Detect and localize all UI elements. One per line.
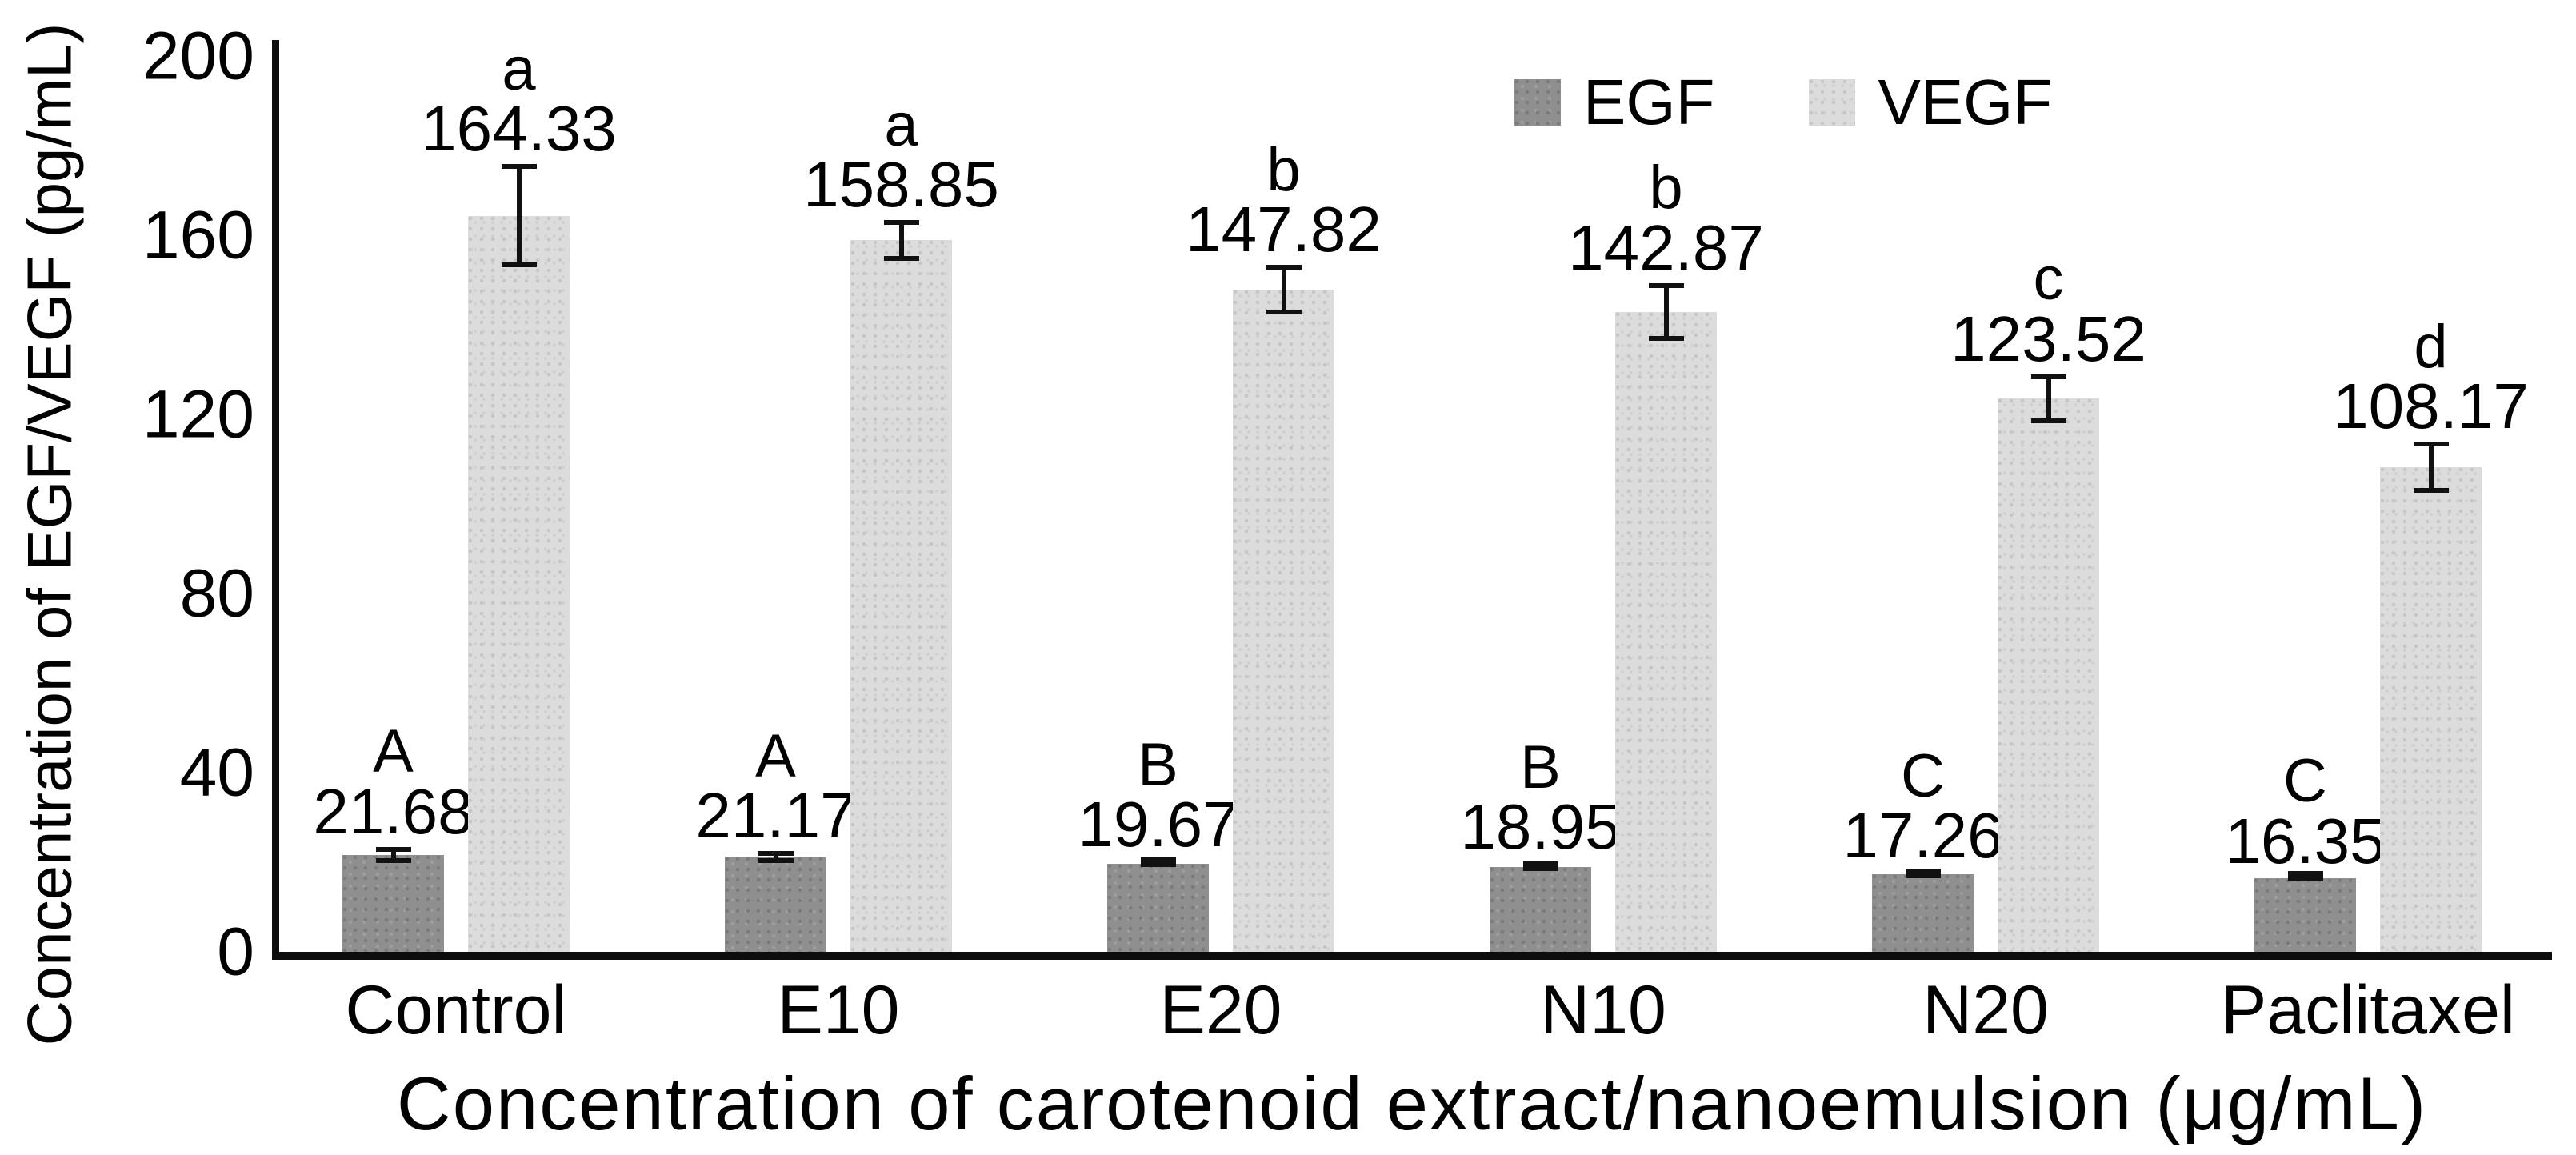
y-axis-line bbox=[272, 40, 279, 960]
errorbar-vegf-e10 bbox=[883, 220, 919, 261]
bar-label-egf-e20: B 19.67 bbox=[1078, 731, 1238, 861]
y-axis-title: Concentration of EGF/VEGF (pg/mL) bbox=[14, 22, 85, 1046]
plot-area: A 21.68 A 21.17 B 19.67 B 18.95 C 17.26 C 16.35 a 164… bbox=[272, 35, 2552, 960]
y-tick-200: 200 bbox=[142, 18, 254, 94]
bar-label-vegf-control: a 164.33 bbox=[421, 35, 617, 165]
x-tick-n20: N20 bbox=[1922, 972, 2049, 1049]
errorbar-vegf-e20 bbox=[1266, 265, 1302, 315]
legend-swatch-vegf bbox=[1809, 79, 1856, 126]
legend-swatch-egf bbox=[1514, 79, 1561, 126]
bar-value: 16.35 bbox=[2225, 805, 2386, 877]
bar-vegf-control bbox=[468, 215, 570, 952]
errorbar-egf-n10 bbox=[1522, 861, 1558, 872]
bar-egf-e20 bbox=[1107, 863, 1209, 952]
bar-value: 158.85 bbox=[803, 149, 999, 221]
bar-value: 21.17 bbox=[695, 780, 856, 852]
x-tick-n10: N10 bbox=[1540, 972, 1666, 1049]
sig-letter: B bbox=[1138, 731, 1178, 800]
bar-egf-n10 bbox=[1490, 866, 1591, 952]
bar-value: 17.26 bbox=[1842, 799, 2003, 871]
x-tick-e20: E20 bbox=[1159, 972, 1282, 1049]
sig-letter: C bbox=[1901, 741, 1945, 810]
bar-vegf-n20 bbox=[1998, 398, 2099, 952]
bar-value: 164.33 bbox=[421, 93, 617, 165]
bar-vegf-n10 bbox=[1615, 311, 1717, 952]
bar-label-vegf-paclitaxel: d 108.17 bbox=[2333, 313, 2529, 442]
bar-label-egf-e10: A 21.17 bbox=[695, 721, 856, 852]
legend: EGF VEGF bbox=[1514, 70, 2052, 134]
legend-item-vegf: VEGF bbox=[1809, 70, 2052, 134]
y-tick-160: 160 bbox=[142, 197, 254, 273]
bar-value: 123.52 bbox=[1950, 302, 2146, 374]
errorbar-egf-e10 bbox=[758, 851, 794, 863]
bar-label-vegf-e10: a 158.85 bbox=[803, 91, 999, 221]
sig-letter: b bbox=[1266, 136, 1301, 205]
sig-letter: B bbox=[1520, 733, 1561, 802]
bar-egf-n20 bbox=[1872, 874, 1974, 952]
y-tick-120: 120 bbox=[142, 376, 254, 452]
sig-letter: A bbox=[373, 717, 414, 786]
bar-value: 147.82 bbox=[1186, 194, 1382, 266]
legend-item-egf: EGF bbox=[1514, 70, 1714, 134]
bar-vegf-e20 bbox=[1233, 290, 1334, 952]
bar-label-egf-n10: B 18.95 bbox=[1460, 733, 1621, 863]
errorbar-egf-paclitaxel bbox=[2287, 871, 2323, 881]
errorbar-egf-control bbox=[375, 846, 411, 863]
y-tick-80: 80 bbox=[179, 555, 254, 631]
sig-letter: d bbox=[2414, 313, 2448, 382]
bar-label-egf-control: A 21.68 bbox=[313, 717, 474, 847]
errorbar-vegf-n20 bbox=[2030, 374, 2066, 424]
bar-value: 142.87 bbox=[1568, 211, 1764, 283]
sig-letter: c bbox=[2033, 245, 2064, 314]
bar-label-egf-paclitaxel: C 16.35 bbox=[2225, 747, 2386, 877]
errorbar-egf-e20 bbox=[1140, 857, 1176, 868]
x-tick-e10: E10 bbox=[777, 972, 900, 1049]
errorbar-vegf-control bbox=[501, 164, 537, 268]
bar-egf-e10 bbox=[725, 857, 826, 952]
x-tick-paclitaxel: Paclitaxel bbox=[2220, 972, 2516, 1049]
sig-letter: a bbox=[502, 35, 536, 104]
y-tick-0: 0 bbox=[217, 913, 254, 989]
bar-vegf-paclitaxel bbox=[2380, 467, 2482, 952]
bar-value: 21.68 bbox=[313, 775, 474, 847]
sig-letter: b bbox=[1649, 154, 1683, 222]
bar-value: 19.67 bbox=[1078, 789, 1238, 861]
bar-egf-paclitaxel bbox=[2254, 878, 2356, 952]
errorbar-egf-n20 bbox=[1905, 868, 1941, 878]
bar-egf-control bbox=[342, 854, 444, 952]
bar-value: 108.17 bbox=[2333, 370, 2529, 442]
x-axis-line bbox=[272, 952, 2552, 960]
bar-value: 18.95 bbox=[1460, 791, 1621, 863]
bar-label-vegf-n20: c 123.52 bbox=[1950, 245, 2146, 374]
x-axis-title: Concentration of carotenoid extract/nano… bbox=[396, 1061, 2428, 1145]
legend-label-vegf: VEGF bbox=[1878, 66, 2053, 138]
bar-label-egf-n20: C 17.26 bbox=[1842, 741, 2003, 871]
bar-label-vegf-e20: b 147.82 bbox=[1186, 136, 1382, 266]
sig-letter: a bbox=[884, 91, 918, 160]
errorbar-vegf-n10 bbox=[1648, 282, 1684, 342]
sig-letter: A bbox=[755, 721, 796, 790]
bar-label-vegf-n10: b 142.87 bbox=[1568, 154, 1764, 283]
errorbar-vegf-paclitaxel bbox=[2413, 442, 2449, 494]
legend-label-egf: EGF bbox=[1583, 66, 1715, 138]
bar-vegf-e10 bbox=[850, 240, 952, 952]
x-tick-control: Control bbox=[345, 972, 567, 1049]
sig-letter: C bbox=[2283, 747, 2327, 816]
y-tick-40: 40 bbox=[179, 734, 254, 810]
